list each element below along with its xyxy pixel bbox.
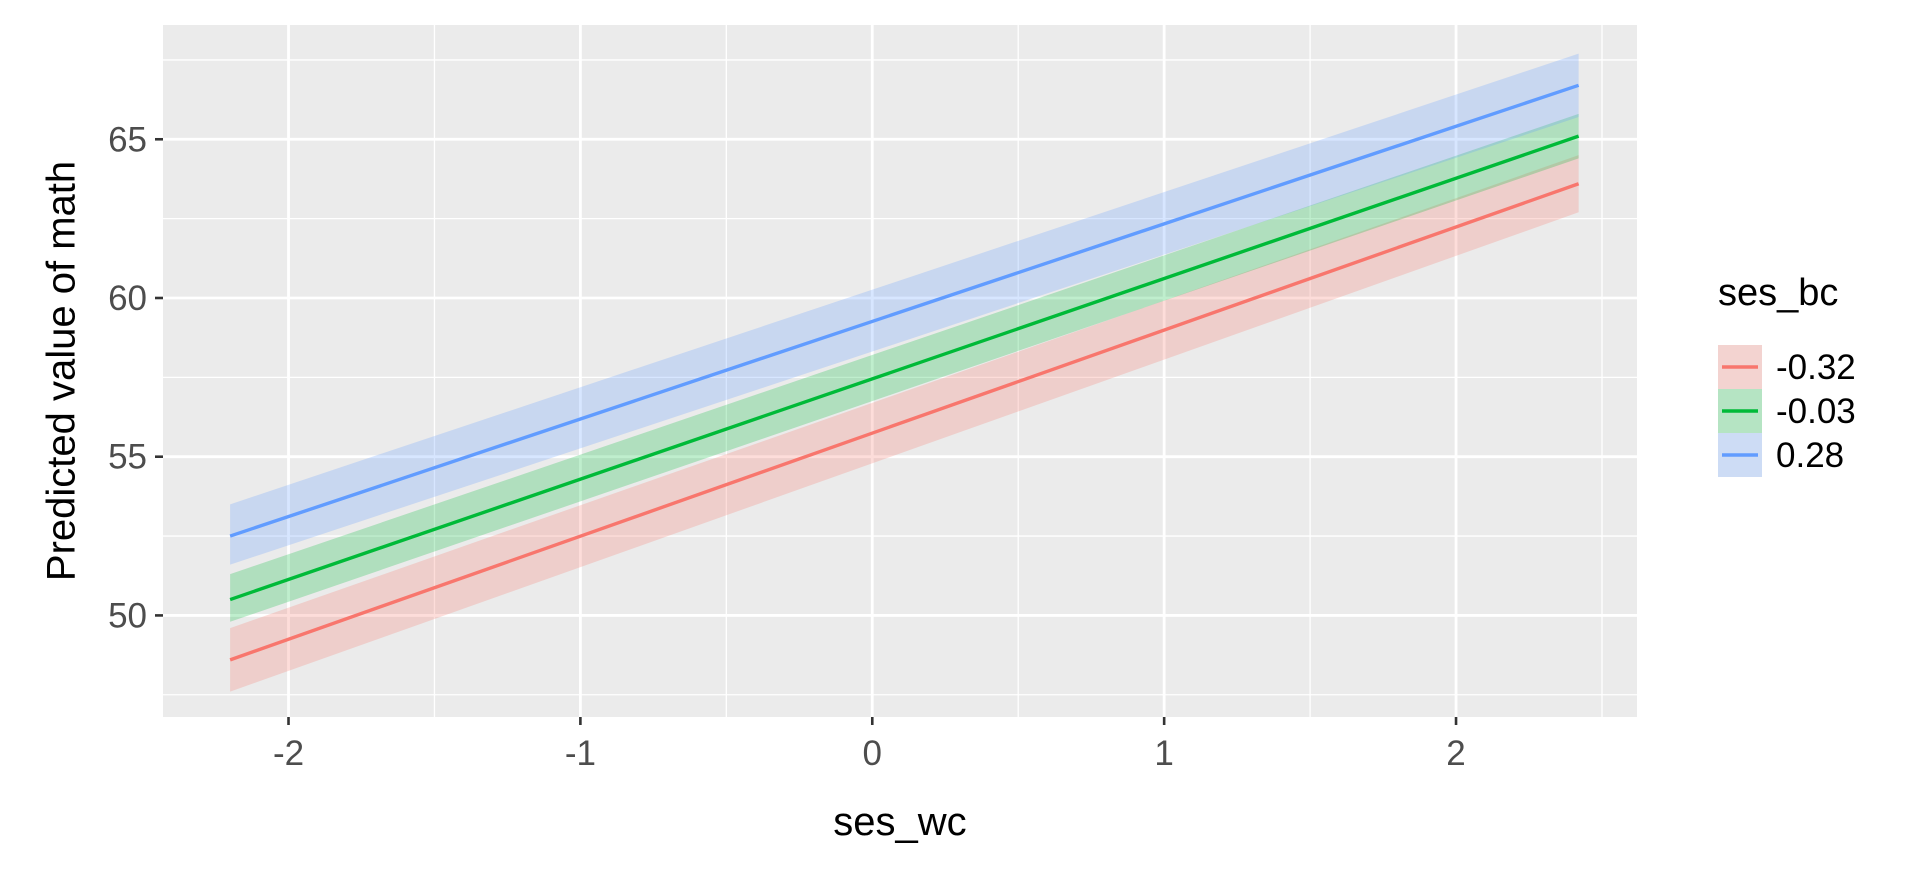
y-tick-label: 50 bbox=[108, 596, 147, 635]
legend-item-label: 0.28 bbox=[1776, 436, 1844, 475]
x-tick-label: -2 bbox=[273, 734, 304, 773]
line-series-1 bbox=[229, 134, 1580, 602]
legend-item-label: -0.03 bbox=[1776, 392, 1856, 431]
line-series-0 bbox=[229, 182, 1580, 662]
x-axis: -2 -1 0 1 2 bbox=[273, 717, 1466, 773]
legend-items: -0.32 -0.03 0.28 bbox=[1718, 345, 1856, 477]
y-tick-label: 60 bbox=[108, 279, 147, 318]
legend-item-label: -0.32 bbox=[1776, 348, 1856, 387]
x-tick-label: -1 bbox=[565, 734, 596, 773]
y-tick-label: 65 bbox=[108, 120, 147, 159]
series-lines bbox=[229, 83, 1580, 662]
line-series-2 bbox=[229, 83, 1580, 538]
y-axis-label: Predicted value of math bbox=[40, 161, 84, 581]
x-tick-label: 0 bbox=[863, 734, 882, 773]
x-tick-label: 1 bbox=[1154, 734, 1173, 773]
grid-major bbox=[163, 25, 1637, 717]
x-tick-label: 2 bbox=[1446, 734, 1465, 773]
x-axis-label: ses_wc bbox=[833, 800, 966, 844]
legend-title: ses_bc bbox=[1718, 272, 1838, 314]
y-tick-label: 55 bbox=[108, 438, 147, 477]
y-axis: 50 55 60 65 bbox=[108, 120, 163, 635]
legend: ses_bc -0.32 -0.03 0.28 bbox=[1718, 272, 1856, 477]
